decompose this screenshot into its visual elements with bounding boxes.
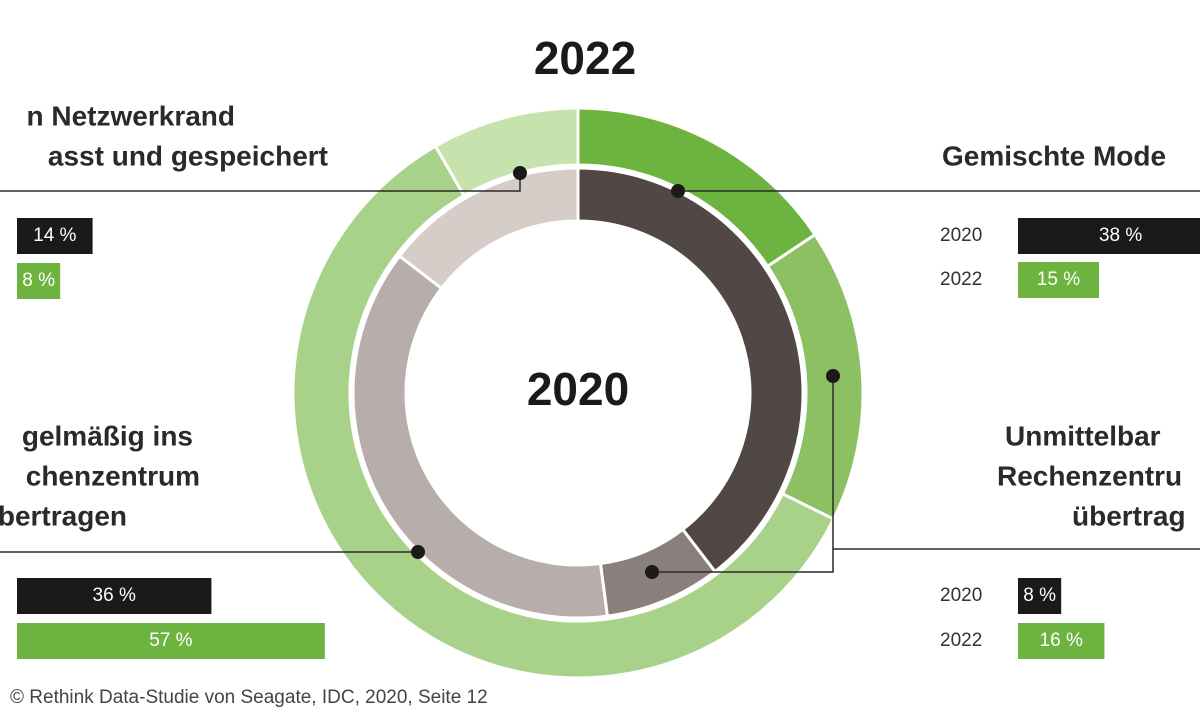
category-label: übertragen — [0, 500, 127, 531]
bar — [1018, 578, 1062, 614]
value-label: 36 % — [93, 585, 136, 606]
donut-segment — [351, 253, 610, 620]
donut-segment — [433, 106, 580, 198]
bar — [1018, 262, 1099, 298]
connector-dot — [411, 545, 425, 559]
source: © Rethink Data-Studie von Seagate, IDC, … — [10, 687, 488, 708]
year-label: 2020 — [940, 225, 982, 246]
donut-segment — [576, 166, 805, 574]
bar — [17, 263, 61, 299]
category-label: übertrag — [1072, 500, 1186, 531]
donut-segment — [291, 144, 836, 680]
connector — [652, 376, 834, 573]
category-label: Rechenzentru — [997, 460, 1182, 491]
value-label: 57 % — [149, 630, 192, 651]
value-label: 8 % — [1023, 585, 1056, 606]
connector-dot — [645, 565, 659, 579]
bar — [1018, 623, 1105, 659]
bar — [17, 578, 212, 614]
category-label: n Netzwerkrand — [27, 100, 236, 131]
category-label: gelmäßig ins — [22, 420, 193, 451]
category-label: chenzentrum — [26, 460, 200, 491]
outer-title: 2022 — [534, 32, 636, 84]
bar — [17, 623, 325, 659]
bar — [17, 218, 93, 254]
connector-dot — [671, 184, 685, 198]
connector-dot — [826, 369, 840, 383]
connector-dot — [513, 166, 527, 180]
category-label: asst und gespeichert — [48, 140, 328, 171]
bar — [1018, 218, 1200, 254]
year-label: 2022 — [940, 269, 982, 290]
value-label: 38 % — [1099, 225, 1142, 246]
year-label: 2022 — [940, 630, 982, 651]
year-label: 2020 — [940, 585, 982, 606]
value-label: 15 % — [1037, 269, 1080, 290]
category-label: Gemischte Mode — [942, 140, 1166, 171]
value-label: 8 % — [22, 270, 55, 291]
value-label: 14 % — [33, 225, 76, 246]
category-label: Unmittelbar — [1005, 420, 1161, 451]
donut-segment — [397, 166, 580, 291]
value-label: 16 % — [1040, 630, 1083, 651]
center-label: 2020 — [527, 363, 629, 415]
